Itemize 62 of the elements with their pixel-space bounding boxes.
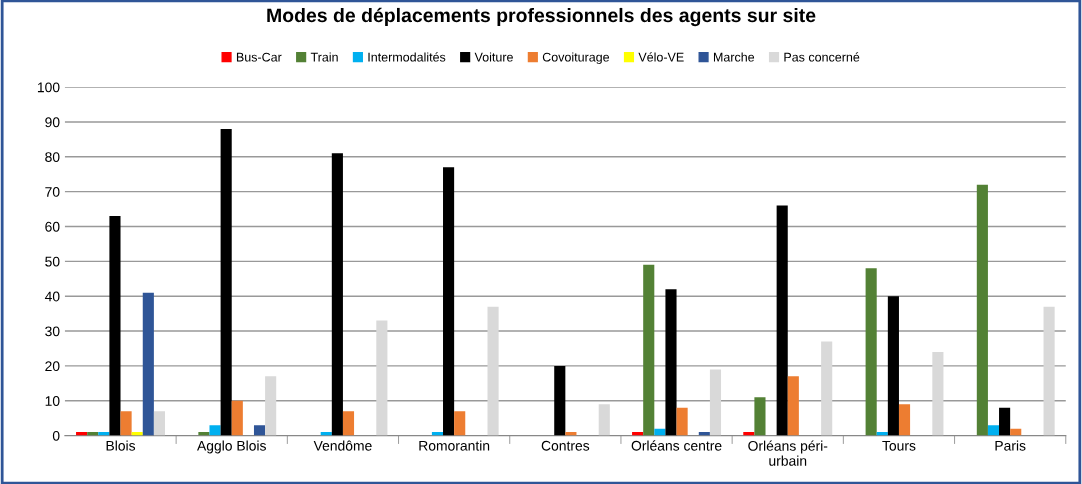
bar bbox=[821, 341, 833, 436]
y-tick-label: 90 bbox=[45, 117, 60, 128]
legend-label: Covoiturage bbox=[542, 52, 610, 65]
bar bbox=[987, 425, 1000, 436]
y-tick-label: 40 bbox=[44, 291, 60, 302]
y-tick-label: 30 bbox=[45, 326, 60, 337]
x-tick-label: Orléans centre bbox=[631, 440, 722, 451]
bar bbox=[454, 411, 466, 436]
x-tick-label: Blois bbox=[106, 440, 136, 451]
y-tick-label: 10 bbox=[45, 396, 60, 406]
x-tick-label: Tours bbox=[882, 440, 916, 451]
y-tick-label: 60 bbox=[45, 221, 60, 232]
y-tick-label: 100 bbox=[37, 82, 60, 93]
bar bbox=[898, 404, 911, 436]
bar bbox=[932, 351, 944, 436]
chart-title: Modes de déplacements professionnels des agents sur site bbox=[267, 7, 816, 27]
bar bbox=[331, 153, 343, 436]
bar bbox=[342, 411, 355, 436]
bar bbox=[676, 407, 688, 436]
bar bbox=[787, 376, 799, 436]
legend-label: Voiture bbox=[474, 52, 513, 62]
bar bbox=[554, 365, 566, 436]
bar bbox=[976, 184, 988, 436]
x-tick-label: Vendôme bbox=[313, 440, 372, 451]
y-tick-label: 70 bbox=[45, 187, 60, 197]
y-tick-label: 80 bbox=[45, 152, 60, 162]
bar bbox=[376, 320, 388, 436]
x-tick-label: Paris bbox=[995, 440, 1026, 451]
bar bbox=[109, 216, 121, 436]
bar bbox=[120, 411, 132, 436]
legend-label: Bus-Car bbox=[236, 52, 282, 62]
bar bbox=[231, 400, 243, 436]
bar bbox=[487, 306, 499, 436]
bar bbox=[209, 425, 221, 436]
legend-label: Pas concerné bbox=[784, 52, 860, 62]
legend-label: Vélo-VE bbox=[638, 52, 684, 62]
bar bbox=[443, 167, 455, 436]
bar bbox=[1043, 306, 1055, 436]
y-tick-label: 20 bbox=[45, 361, 60, 372]
bar bbox=[153, 411, 166, 436]
y-tick-label: 0 bbox=[52, 430, 60, 441]
y-tick-label: 50 bbox=[45, 256, 60, 267]
x-tick-label: Agglo Blois bbox=[197, 440, 266, 454]
bar bbox=[142, 292, 154, 436]
bar bbox=[754, 397, 766, 436]
bar bbox=[999, 407, 1011, 436]
bar bbox=[253, 425, 266, 436]
legend-label: Train bbox=[310, 52, 338, 62]
x-tick-label: Contres bbox=[541, 440, 590, 451]
bar bbox=[709, 369, 722, 436]
bar bbox=[643, 264, 655, 436]
x-tick-label: Romorantin bbox=[419, 440, 490, 451]
bar bbox=[887, 296, 899, 436]
bar bbox=[598, 404, 610, 436]
x-tick-label: Orléans péri-urbain bbox=[748, 440, 828, 466]
bar bbox=[265, 376, 277, 436]
bar bbox=[776, 205, 788, 436]
bar bbox=[220, 128, 232, 436]
legend-label: Intermodalités bbox=[368, 52, 446, 62]
bar bbox=[865, 268, 877, 436]
legend-label: Marche bbox=[713, 52, 755, 62]
bar bbox=[665, 289, 677, 436]
